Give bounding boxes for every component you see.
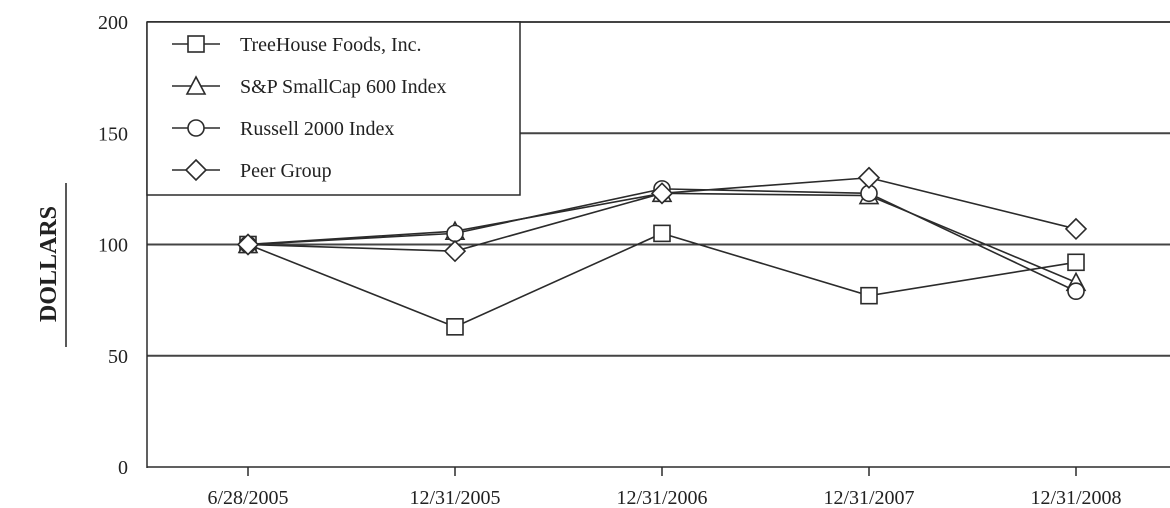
data-point-diamond — [650, 182, 674, 205]
data-point-square — [1067, 253, 1085, 272]
legend: TreeHouse Foods, Inc. S&P SmallCap 600 In… — [146, 21, 521, 196]
x-tick-label: 12/31/2007 — [823, 487, 914, 508]
legend-marker-square — [187, 35, 205, 53]
data-point-diamond — [443, 240, 467, 263]
legend-marker-triangle — [185, 75, 207, 95]
data-point-diamond — [236, 233, 260, 256]
y-tick-label: 100 — [98, 235, 128, 257]
legend-label: Peer Group — [240, 160, 332, 182]
legend-box — [146, 21, 521, 196]
data-point-diamond — [1064, 217, 1088, 241]
legend-label: TreeHouse Foods, Inc. — [240, 34, 421, 56]
x-tick-label: 12/31/2008 — [1030, 487, 1121, 508]
data-point-diamond — [857, 166, 881, 189]
legend-marker-circle — [187, 119, 205, 137]
y-axis-ticks: 0 50 100 150 200 — [98, 12, 128, 479]
data-point-circle — [446, 224, 464, 243]
x-tick-label: 6/28/2005 — [207, 487, 288, 508]
y-tick-label: 50 — [108, 346, 128, 368]
data-point-square — [653, 224, 671, 243]
y-tick-label: 0 — [118, 457, 128, 479]
x-axis-ticks: 6/28/2005 12/31/2005 12/31/2006 12/31/2007 1… — [207, 467, 1122, 508]
x-tick-label: 12/31/2005 — [409, 487, 500, 508]
y-axis-label: DOLLARS — [36, 206, 62, 322]
legend-marker-diamond — [184, 158, 208, 182]
y-tick-label: 150 — [98, 123, 128, 145]
legend-label: Russell 2000 Index — [240, 118, 394, 140]
data-point-circle — [1067, 282, 1085, 301]
y-axis-label-group: DOLLARS — [36, 183, 67, 347]
x-tick-label: 12/31/2006 — [616, 487, 707, 508]
series-line-square — [247, 232, 1077, 328]
data-point-square — [860, 286, 878, 305]
y-tick-label: 200 — [98, 12, 128, 34]
series-markers — [236, 166, 1088, 336]
legend-label: S&P SmallCap 600 Index — [240, 76, 446, 98]
data-point-square — [446, 318, 464, 336]
